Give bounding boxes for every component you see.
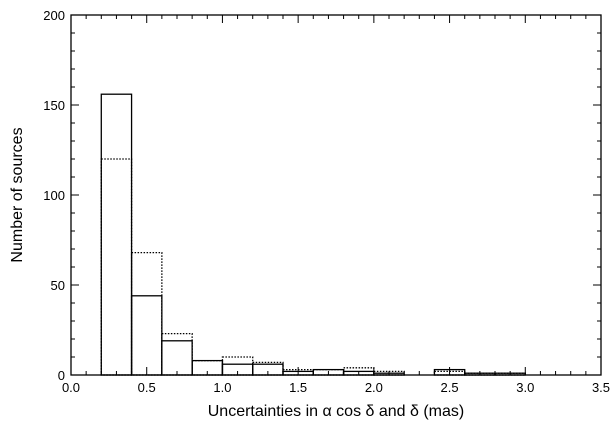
solid-bar	[161, 340, 193, 376]
solid-bar	[130, 295, 163, 376]
axis-ticks	[70, 14, 602, 376]
dotted-bar	[161, 332, 193, 376]
y-tick-label: 100	[43, 188, 65, 203]
y-tick-label: 200	[43, 8, 65, 23]
y-tick-label: 50	[51, 278, 65, 293]
x-tick-label: 3.5	[592, 380, 610, 395]
y-tick-label: 0	[58, 368, 65, 383]
x-tick-label: 3.0	[516, 380, 534, 395]
x-tick-label: 2.0	[365, 380, 383, 395]
solid-series	[100, 93, 526, 376]
dotted-bar	[130, 251, 163, 376]
y-axis-label: Number of sources	[9, 127, 26, 262]
x-tick-label: 0.0	[62, 380, 80, 395]
x-tick-label: 1.5	[289, 380, 307, 395]
x-axis-label: Uncertainties in α cos δ and δ (mas)	[208, 403, 464, 420]
solid-bar	[100, 93, 133, 376]
y-tick-label: 150	[43, 98, 65, 113]
x-tick-label: 1.0	[213, 380, 231, 395]
x-tick-label: 2.5	[441, 380, 459, 395]
x-tick-label: 0.5	[138, 380, 156, 395]
dotted-series	[100, 158, 526, 376]
tick-labels: 0.0 0.5 1.0 1.5 2.0 2.5 3.0 3.5 0 50 100 150 200	[43, 8, 610, 395]
plot-frame	[70, 14, 602, 376]
dotted-bar	[100, 158, 133, 376]
